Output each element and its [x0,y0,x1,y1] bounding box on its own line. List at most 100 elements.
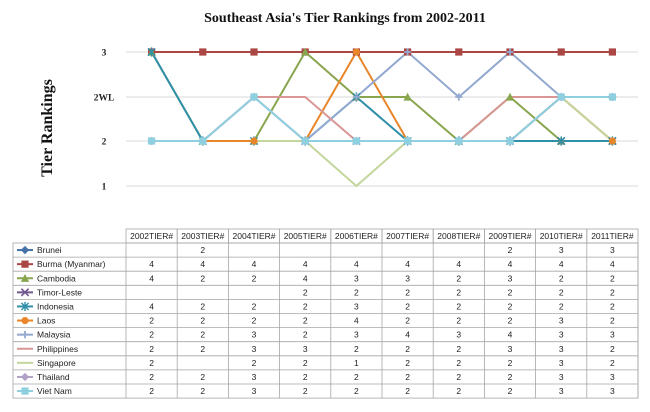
data-label-timor-leste-3: 2 [303,287,308,297]
data-label-indonesia-4: 3 [354,301,359,311]
legend-key-marker-laos [21,316,29,325]
data-table: 2002TIER# 2003TIER# 2004TIER# 2005TIER# 2006… [12,228,639,399]
data-label-laos-8: 3 [559,316,564,326]
data-label-malaysia-1: 2 [200,330,205,340]
data-label-burma-myanmar-7: 4 [508,259,513,269]
data-label-malaysia-7: 4 [508,330,513,340]
data-label-thailand-3: 2 [303,372,308,382]
data-label-malaysia-2: 3 [252,330,257,340]
data-label-burma-myanmar-9: 4 [610,259,615,269]
point-viet-nam-9 [608,93,616,101]
data-label-brunei-9: 3 [610,245,615,255]
data-label-malaysia-6: 3 [456,330,461,340]
data-label-malaysia-3: 2 [303,330,308,340]
x-tick-2002tier: 2002TIER# [130,231,173,241]
legend-key-marker-brunei [20,245,30,255]
point-viet-nam-5 [404,137,412,145]
y-axis-label: Tier Rankings [39,79,56,177]
data-label-timor-leste-5: 2 [405,287,410,297]
data-label-timor-leste-6: 2 [456,287,461,297]
data-label-singapore-0: 2 [149,358,154,368]
legend-entry-malaysia: Malaysia [37,330,71,340]
legend-entry-thailand: Thailand [37,372,70,382]
data-label-thailand-1: 2 [200,372,205,382]
data-label-timor-leste-4: 2 [354,287,359,297]
data-label-cambodia-0: 4 [149,273,154,283]
legend-entry-singapore: Singapore [37,358,76,368]
data-label-cambodia-5: 3 [405,273,410,283]
data-label-cambodia-9: 2 [610,273,615,283]
data-label-indonesia-2: 2 [252,301,257,311]
y-tick-labels: 3 2WL 2 1 [94,49,115,193]
data-label-cambodia-1: 2 [200,273,205,283]
data-label-viet-nam-1: 2 [200,386,205,396]
data-label-brunei-8: 3 [559,245,564,255]
data-label-burma-myanmar-6: 4 [456,259,461,269]
data-label-indonesia-3: 2 [303,301,308,311]
data-label-viet-nam-9: 3 [610,386,615,396]
data-label-thailand-6: 2 [456,372,461,382]
chart-title: Southeast Asia's Tier Rankings from 2002… [204,11,486,26]
point-viet-nam-0 [148,137,156,145]
data-label-cambodia-4: 3 [354,273,359,283]
point-cambodia-3 [301,47,310,56]
data-label-malaysia-4: 3 [354,330,359,340]
series-lines [150,51,614,187]
data-label-malaysia-9: 3 [610,330,615,340]
data-label-timor-leste-9: 2 [610,287,615,297]
data-label-timor-leste-7: 2 [508,287,513,297]
data-label-viet-nam-5: 2 [405,386,410,396]
legend-key-marker-viet-nam [21,387,29,395]
data-label-brunei-7: 2 [508,245,513,255]
data-label-philippines-2: 3 [252,344,257,354]
point-viet-nam-1 [199,137,207,145]
x-tick-2011tier: 2011TIER# [591,231,634,241]
point-viet-nam-7 [506,137,514,145]
legend-key-marker-cambodia [20,274,30,282]
point-burma-myanmar-2 [250,48,258,56]
legend-entry-indonesia: Indonesia [37,301,74,311]
point-burma-myanmar-9 [608,48,616,56]
series-markers [147,47,617,146]
point-indonesia-8 [557,136,566,146]
data-label-laos-6: 2 [456,316,461,326]
legend-key-marker-malaysia [21,331,29,339]
legend-key-marker-thailand [20,372,30,382]
point-viet-nam-3 [301,137,309,145]
data-label-laos-5: 2 [405,316,410,326]
point-viet-nam-4 [352,137,360,145]
data-label-burma-myanmar-3: 4 [303,259,308,269]
data-label-singapore-8: 3 [559,358,564,368]
data-label-philippines-1: 2 [200,344,205,354]
point-laos-4 [352,48,360,56]
y-tick-2: 2 [102,138,107,148]
x-tick-2007tier: 2007TIER# [386,231,429,241]
data-label-laos-7: 2 [508,316,513,326]
data-label-thailand-8: 3 [559,372,564,382]
data-label-malaysia-0: 2 [149,330,154,340]
table-body-frame [12,242,639,399]
data-label-philippines-6: 2 [456,344,461,354]
point-laos-9 [608,137,617,145]
legend-entry-philippines: Philippines [37,344,78,354]
x-tick-2004tier: 2004TIER# [233,231,276,241]
y-tick-2wl: 2WL [94,94,115,104]
data-label-thailand-2: 3 [252,372,257,382]
data-label-philippines-4: 2 [354,344,359,354]
data-label-laos-1: 2 [200,316,205,326]
data-label-laos-2: 2 [252,316,257,326]
data-label-philippines-9: 2 [610,344,615,354]
data-label-indonesia-5: 2 [405,301,410,311]
legend-key-marker-indonesia [20,301,30,312]
data-label-philippines-3: 3 [303,344,308,354]
data-label-cambodia-7: 3 [508,273,513,283]
legend-key-marker-timor-leste [20,288,30,297]
data-label-philippines-0: 2 [149,344,154,354]
data-label-burma-myanmar-5: 4 [405,259,410,269]
x-tick-2006tier: 2006TIER# [335,231,378,241]
y-tick-1: 1 [102,183,107,193]
data-label-brunei-1: 2 [200,245,205,255]
data-label-cambodia-6: 2 [456,273,461,283]
point-laos-2 [250,137,258,145]
point-burma-myanmar-8 [557,48,565,56]
